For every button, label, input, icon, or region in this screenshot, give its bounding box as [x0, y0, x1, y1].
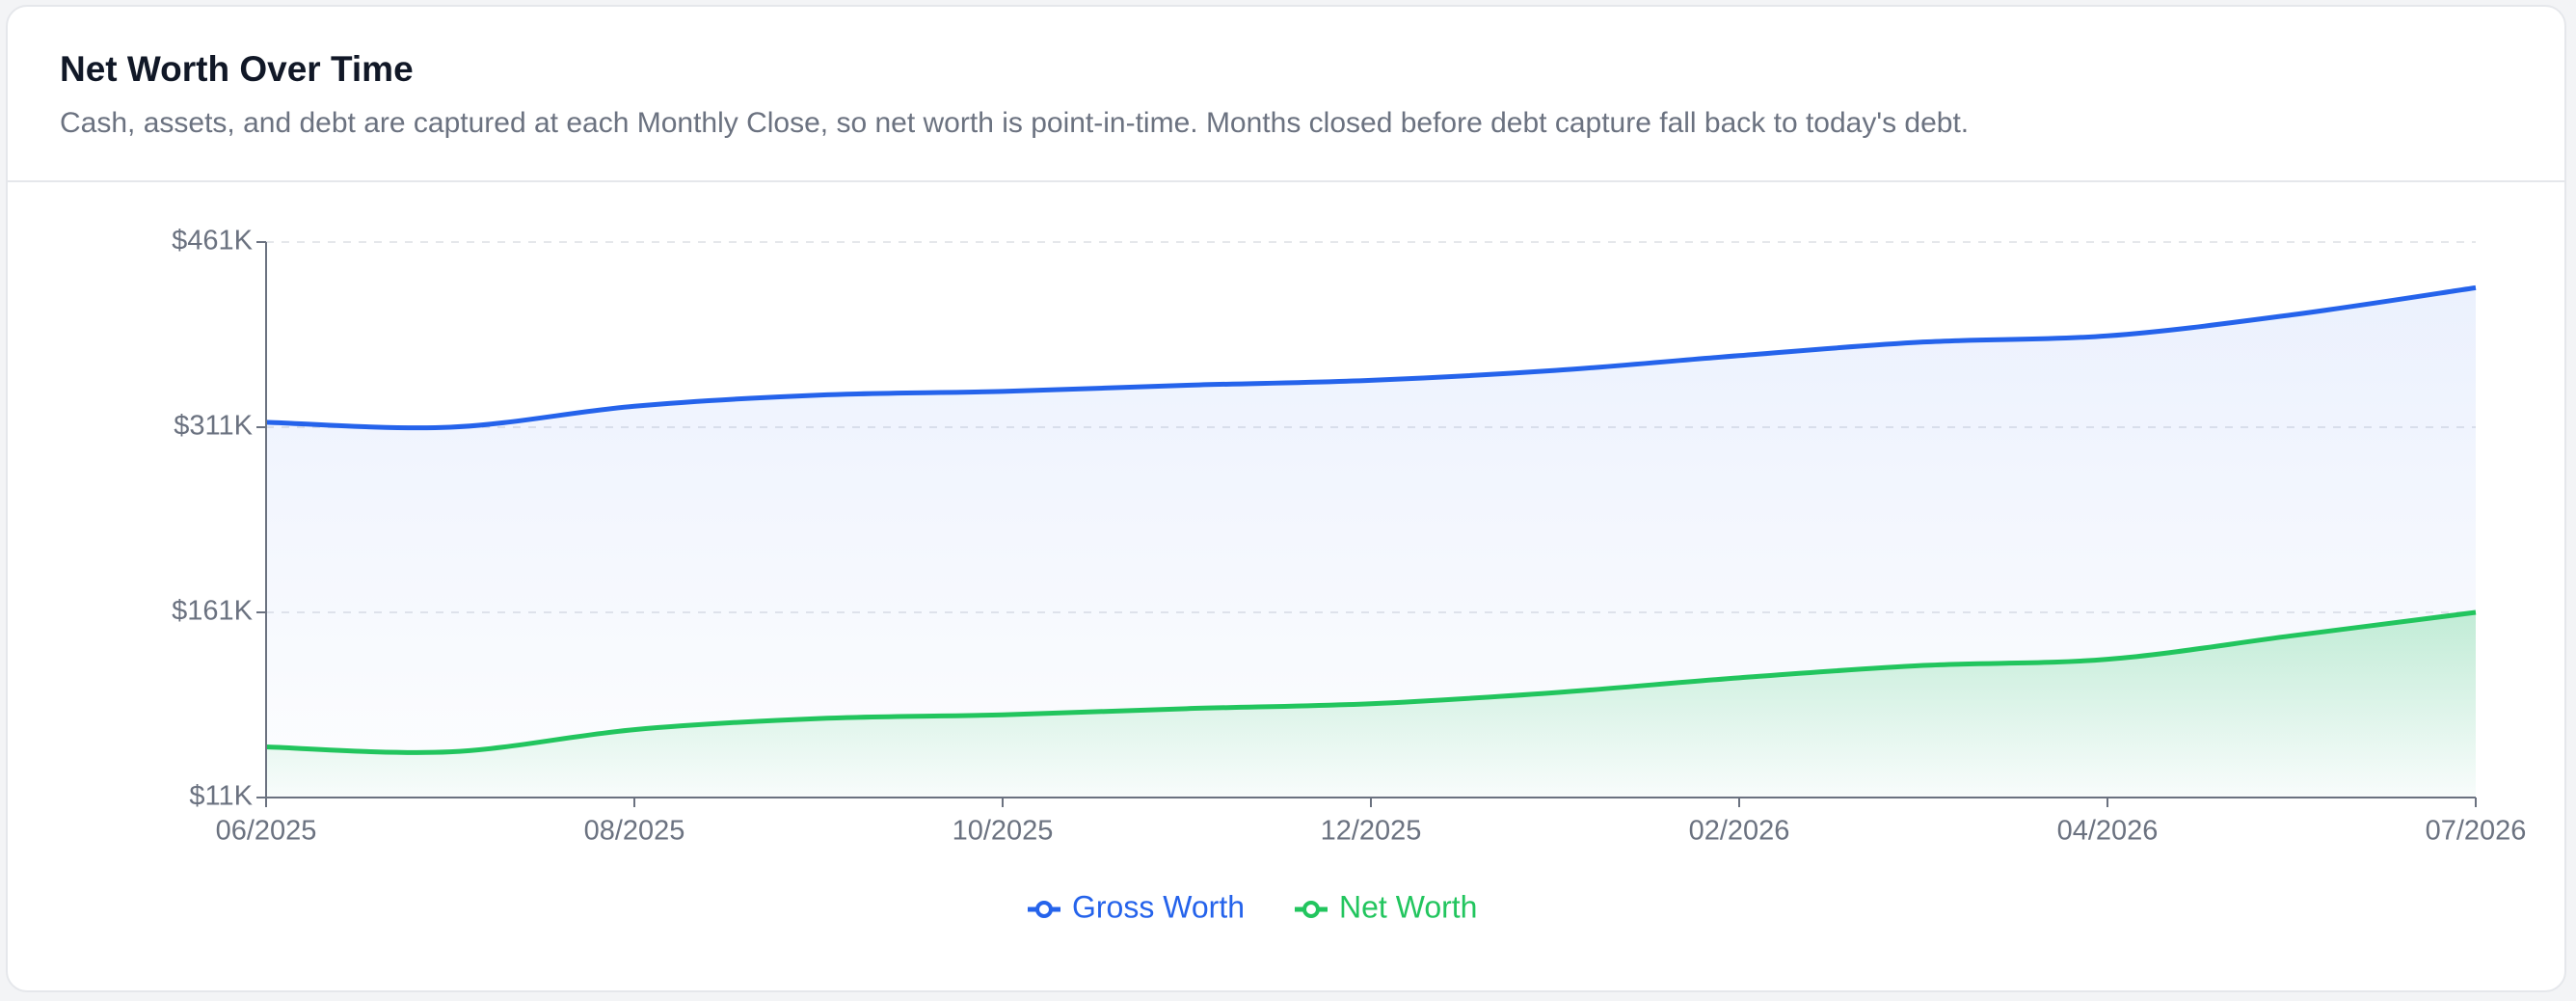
series-line: [265, 609, 2477, 755]
chart-card: Net Worth Over Time Cash, assets, and de…: [6, 5, 2566, 992]
y-tick-label: $161K: [172, 596, 254, 627]
x-tick-label: 12/2025: [1321, 816, 1422, 847]
x-tick-label: 10/2025: [953, 816, 1054, 847]
legend-icon: [1302, 901, 1320, 918]
series-line: [265, 284, 2477, 431]
x-tick-label: 04/2026: [2057, 816, 2159, 847]
x-tick-label: 06/2025: [216, 816, 317, 847]
chart-subtitle: Cash, assets, and debt are captured at e…: [60, 107, 1969, 139]
chart: Net Worth Over Time Cash, assets, and de…: [8, 49, 2564, 924]
x-tick-label: 08/2025: [584, 816, 685, 847]
x-tick-label: 07/2026: [2426, 816, 2527, 847]
y-tick-label: $311K: [174, 411, 253, 442]
legend-label: Net Worth: [1339, 889, 1477, 924]
x-tick-label: 02/2026: [1689, 816, 1790, 847]
y-tick-label: $461K: [172, 226, 254, 257]
y-tick-label: $11K: [189, 781, 253, 812]
legend-label: Gross Worth: [1072, 889, 1245, 924]
legend-icon: [1035, 901, 1053, 918]
chart-title: Net Worth Over Time: [60, 49, 414, 89]
